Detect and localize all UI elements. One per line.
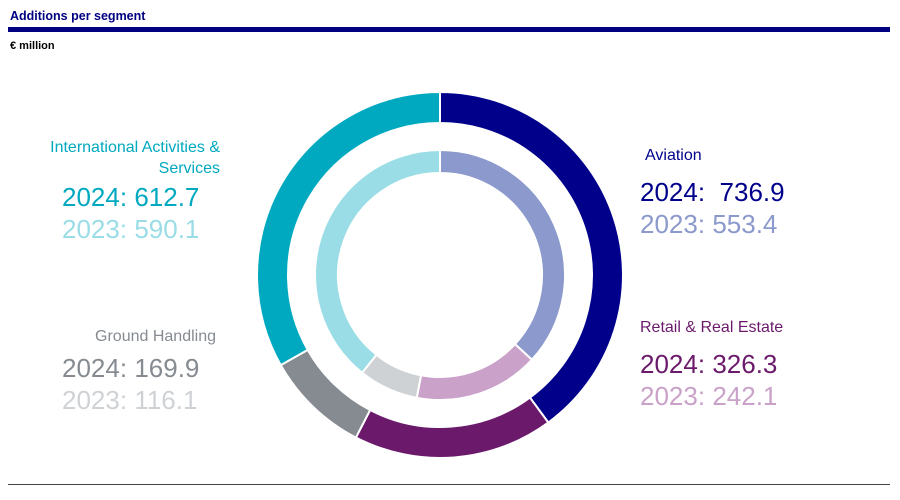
segment-name: Aviation [645,147,702,164]
segment-values-ground-handling: 2024: 169.9 2023: 116.1 [62,352,199,416]
segment-values-retail: 2024: 326.3 2023: 242.1 [640,348,777,412]
slice-2023-aviation [439,148,566,362]
segment-label-international: International Activities & Services [20,137,220,179]
unit-label: € million [10,40,55,52]
slice-2024-retail-real-estate [354,396,550,459]
slice-2024-international-activities-services [256,90,441,367]
segment-label-retail: Retail & Real Estate [640,317,783,338]
segment-values-international: 2024: 612.7 2023: 590.1 [62,181,199,245]
value-2024: 2024: 736.9 [640,177,785,207]
chart-title: Additions per segment [10,9,146,23]
value-2023: 2023: 590.1 [62,214,200,244]
segment-label-ground-handling: Ground Handling [20,326,216,347]
slice-2023-retail-real-estate [415,342,534,401]
value-2024: 2024: 612.7 [62,182,200,212]
segment-label-aviation: Aviation [645,145,702,166]
segment-name: Retail & Real Estate [640,319,784,336]
segment-name: Ground Handling [95,328,216,345]
value-2023: 2023: 553.4 [640,209,778,239]
segment-values-aviation: 2024: 736.9 2023: 553.4 [640,176,785,240]
value-2023: 2023: 116.1 [62,385,198,415]
slice-2023-international-activities-services [314,148,441,375]
title-rule [8,27,890,32]
bottom-rule [8,484,890,485]
value-2024: 2024: 169.9 [62,353,200,383]
value-2024: 2024: 326.3 [640,349,778,379]
value-2023: 2023: 242.1 [640,381,778,411]
segment-name: International Activities & Services [50,139,220,177]
